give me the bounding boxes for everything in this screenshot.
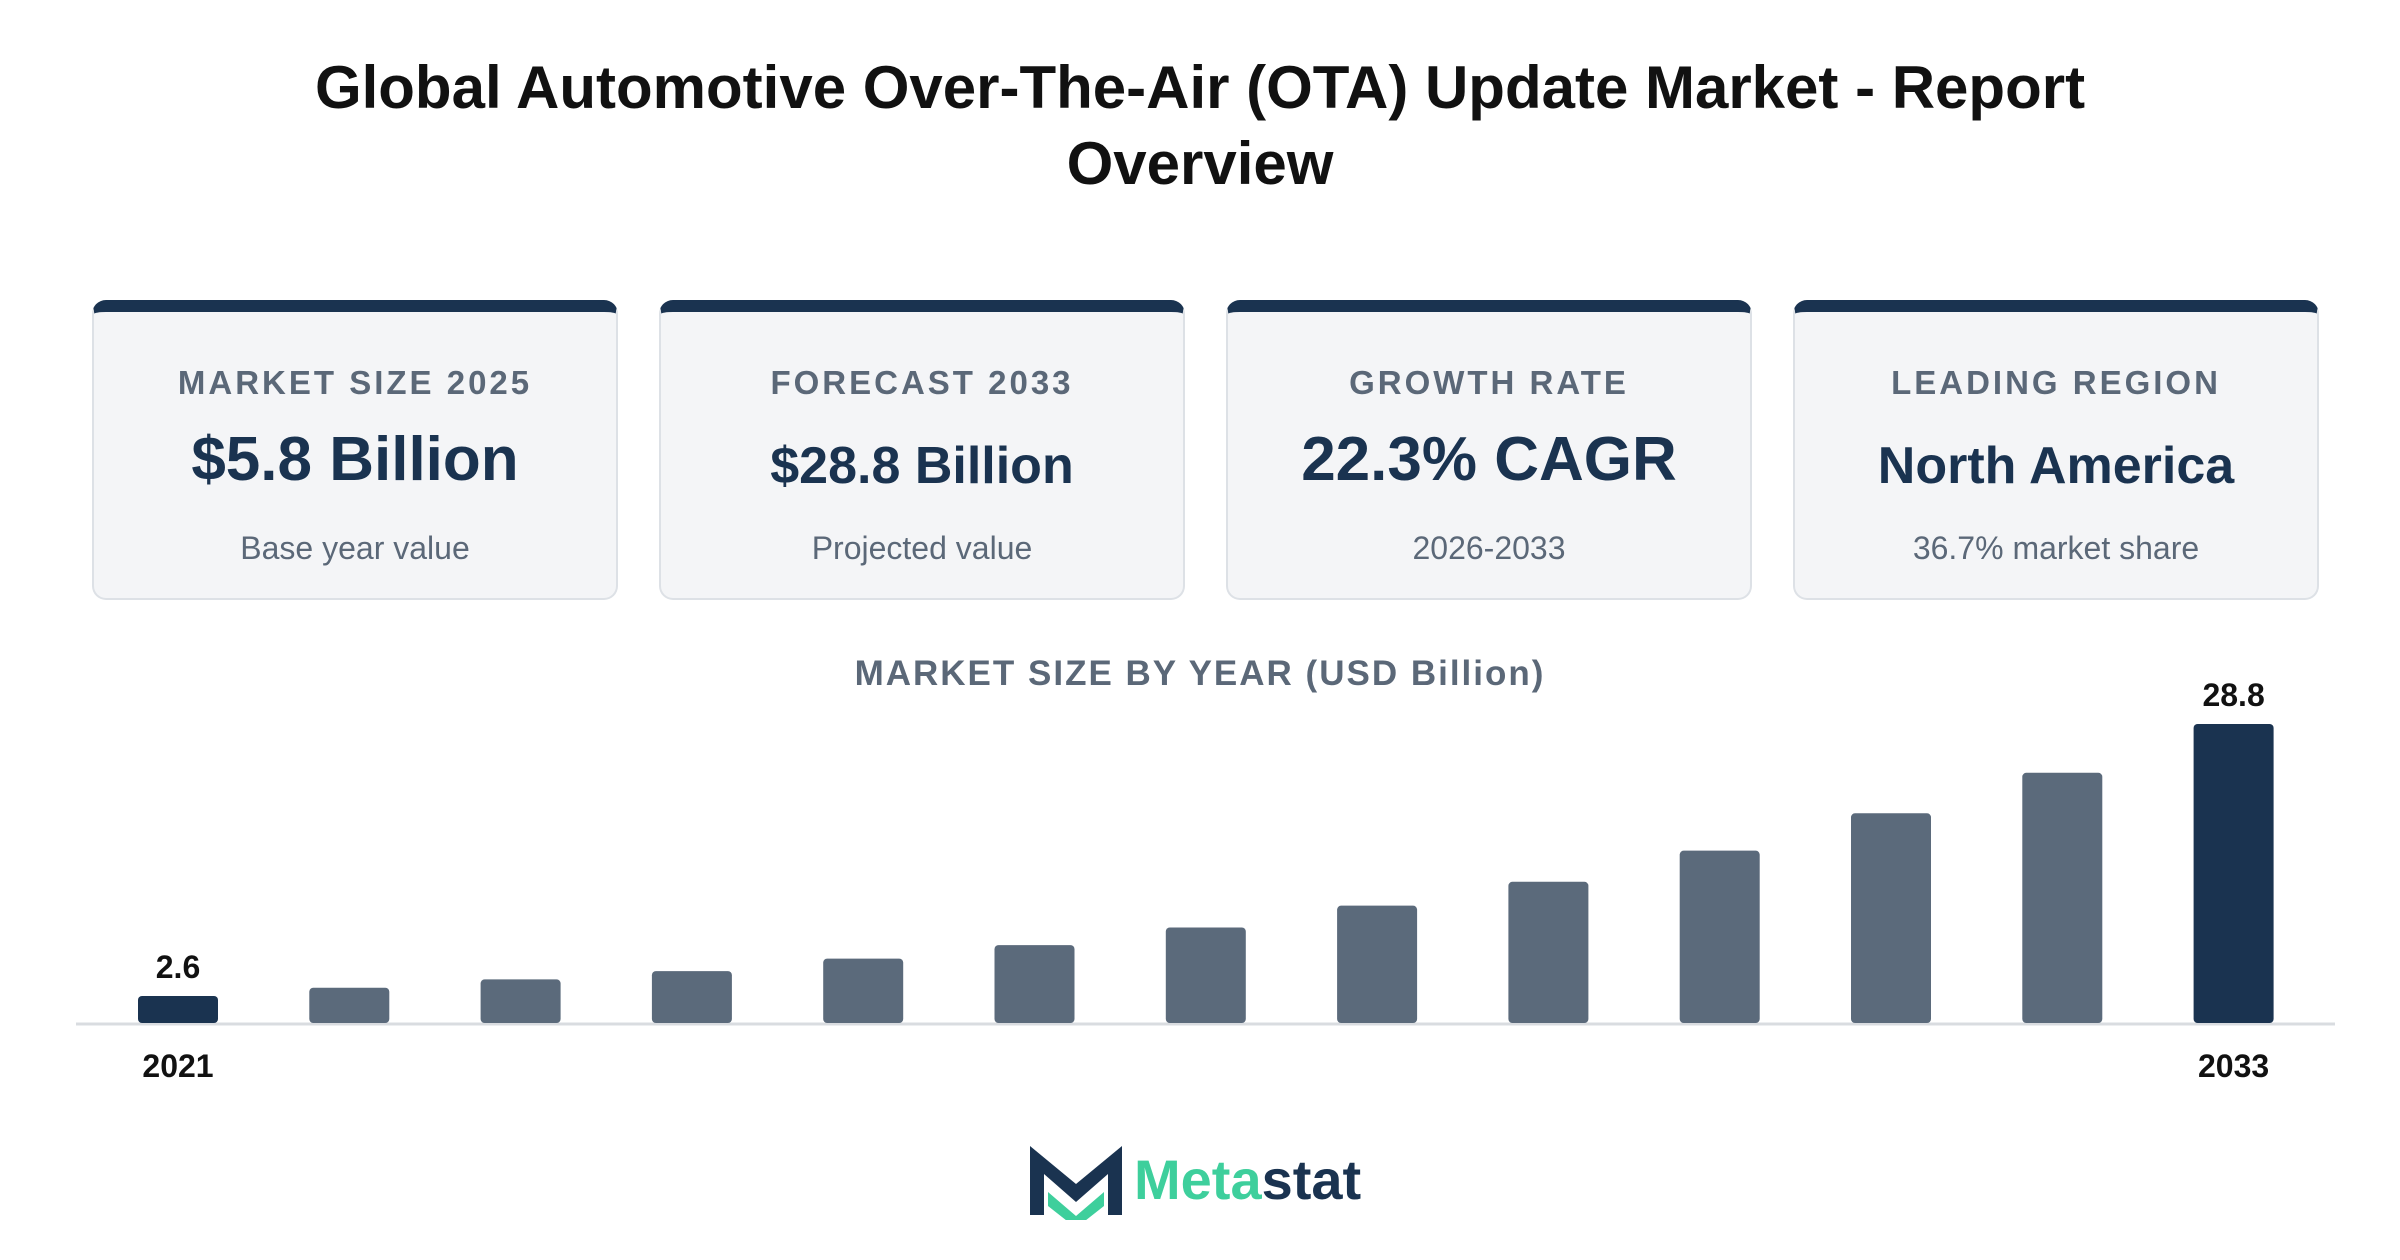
logo-text-part1: Meta: [1134, 1148, 1262, 1211]
bar-2029: [1508, 881, 1589, 1023]
card-value: North America: [1877, 437, 2235, 495]
card-value: $5.8 Billion: [191, 425, 519, 494]
bar-2030: [1679, 850, 1760, 1023]
bar-2028: [1337, 905, 1418, 1023]
card-label: FORECAST 2033: [770, 364, 1074, 401]
category-label-2021: 2021: [142, 1048, 213, 1084]
bar-2033: [2193, 724, 2274, 1023]
card-value: $28.8 Billion: [770, 437, 1074, 495]
bar-2025: [823, 958, 904, 1023]
metastat-logo-icon: [1030, 1146, 1122, 1220]
logo-text-part2: stat: [1261, 1148, 1362, 1211]
logo: Metastat: [1028, 1140, 1388, 1220]
bar-2024: [651, 971, 732, 1023]
card-label: LEADING REGION: [1891, 364, 2221, 401]
value-label-2021: 2.6: [156, 949, 200, 985]
bar-2022: [309, 987, 390, 1023]
card-sub: Projected value: [811, 530, 1033, 566]
card-sub: 36.7% market share: [1912, 530, 2200, 566]
category-label-2033: 2033: [2198, 1048, 2269, 1084]
card-label: MARKET SIZE 2025: [177, 364, 533, 401]
card-label: GROWTH RATE: [1349, 364, 1629, 401]
card-sub: 2026-2033: [1412, 530, 1566, 566]
card-forecast: FORECAST 2033 $28.8 Billion Projected va…: [659, 300, 1185, 600]
bar-2026: [994, 945, 1075, 1023]
card-value: 22.3% CAGR: [1301, 425, 1677, 494]
logo-text: Metastat: [1134, 1144, 1361, 1216]
chart-title: MARKET SIZE BY YEAR (USD Billion): [854, 654, 1546, 693]
card-leading-region: LEADING REGION North America 36.7% marke…: [1793, 300, 2319, 600]
card-sub: Base year value: [240, 530, 470, 566]
bar-2021: [138, 996, 218, 1023]
card-market-size: MARKET SIZE 2025 $5.8 Billion Base year …: [92, 300, 618, 600]
bar-2027: [1165, 927, 1246, 1023]
page-title: Global Automotive Over-The-Air (OTA) Upd…: [314, 54, 2086, 197]
value-label-2033: 28.8: [2202, 677, 2264, 713]
bar-2023: [480, 979, 561, 1023]
bar-2031: [1851, 813, 1931, 1023]
bar-2032: [2022, 772, 2103, 1023]
card-growth-rate: GROWTH RATE 22.3% CAGR 2026-2033: [1226, 300, 1752, 600]
